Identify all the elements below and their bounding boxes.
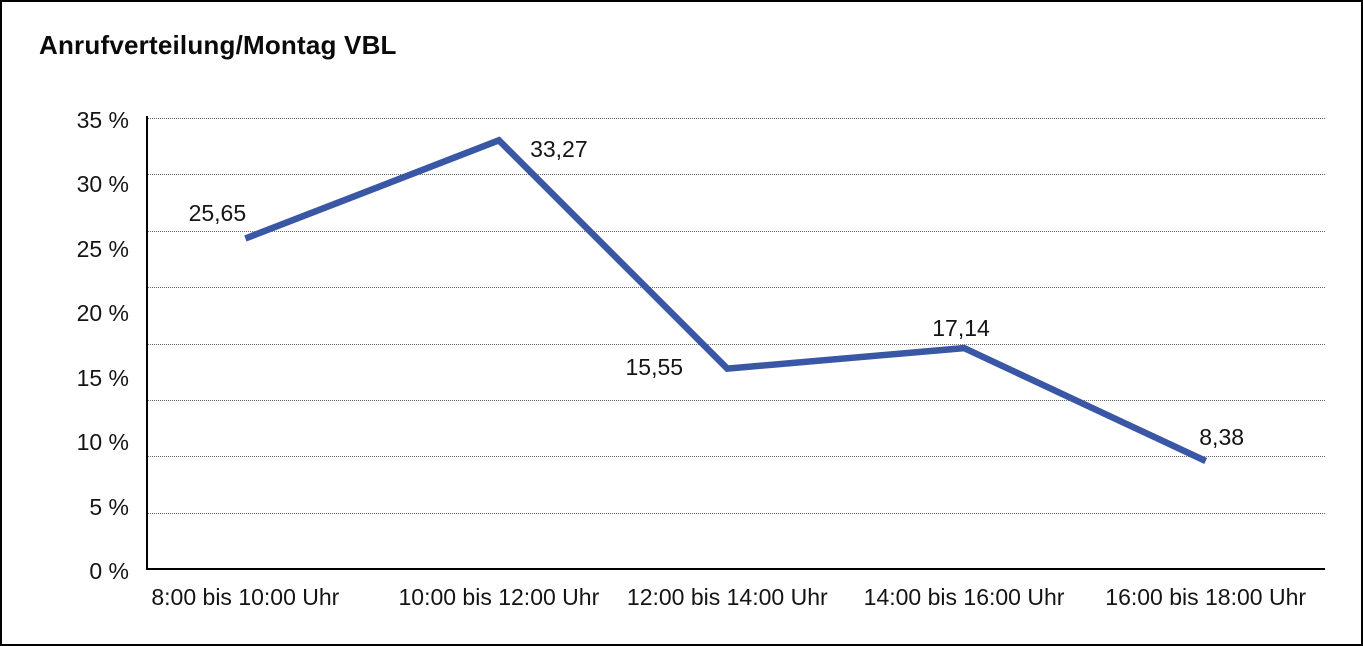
gridline bbox=[148, 456, 1325, 458]
y-axis-label: 25 % bbox=[76, 235, 129, 262]
gridline bbox=[148, 512, 1325, 514]
y-axis-label: 20 % bbox=[76, 300, 129, 327]
gridline bbox=[148, 230, 1325, 232]
y-axis-label: 10 % bbox=[76, 429, 129, 456]
x-axis-label: 10:00 bis 12:00 Uhr bbox=[398, 584, 600, 610]
y-axis-label: 0 % bbox=[89, 558, 129, 584]
data-label: 33,27 bbox=[530, 136, 588, 163]
y-axis-label: 35 % bbox=[76, 107, 129, 133]
x-axis-label: 16:00 bis 18:00 Uhr bbox=[1105, 584, 1307, 610]
data-label: 15,55 bbox=[625, 353, 684, 380]
x-axis-label: 14:00 bis 16:00 Uhr bbox=[863, 584, 1065, 610]
gridline bbox=[148, 118, 1325, 119]
x-axis-label: 12:00 bis 14:00 Uhr bbox=[626, 584, 828, 610]
gridline bbox=[148, 343, 1325, 345]
y-axis-line bbox=[146, 116, 148, 570]
x-axis-line bbox=[146, 568, 1325, 570]
y-axis-label: 30 % bbox=[76, 171, 129, 198]
gridline bbox=[148, 174, 1325, 176]
y-axis-label: 5 % bbox=[89, 493, 129, 520]
data-label: 8,38 bbox=[1199, 424, 1245, 451]
chart-title: Anrufverteilung/Montag VBL bbox=[39, 30, 397, 60]
gridline bbox=[148, 399, 1325, 401]
data-label: 17,14 bbox=[932, 315, 990, 342]
y-axis-label: 15 % bbox=[76, 364, 129, 391]
x-axis-label: 8:00 bis 10:00 Uhr bbox=[151, 584, 340, 610]
chart-line bbox=[244, 136, 1208, 464]
gridline bbox=[148, 287, 1325, 289]
data-label: 25,65 bbox=[188, 200, 247, 227]
